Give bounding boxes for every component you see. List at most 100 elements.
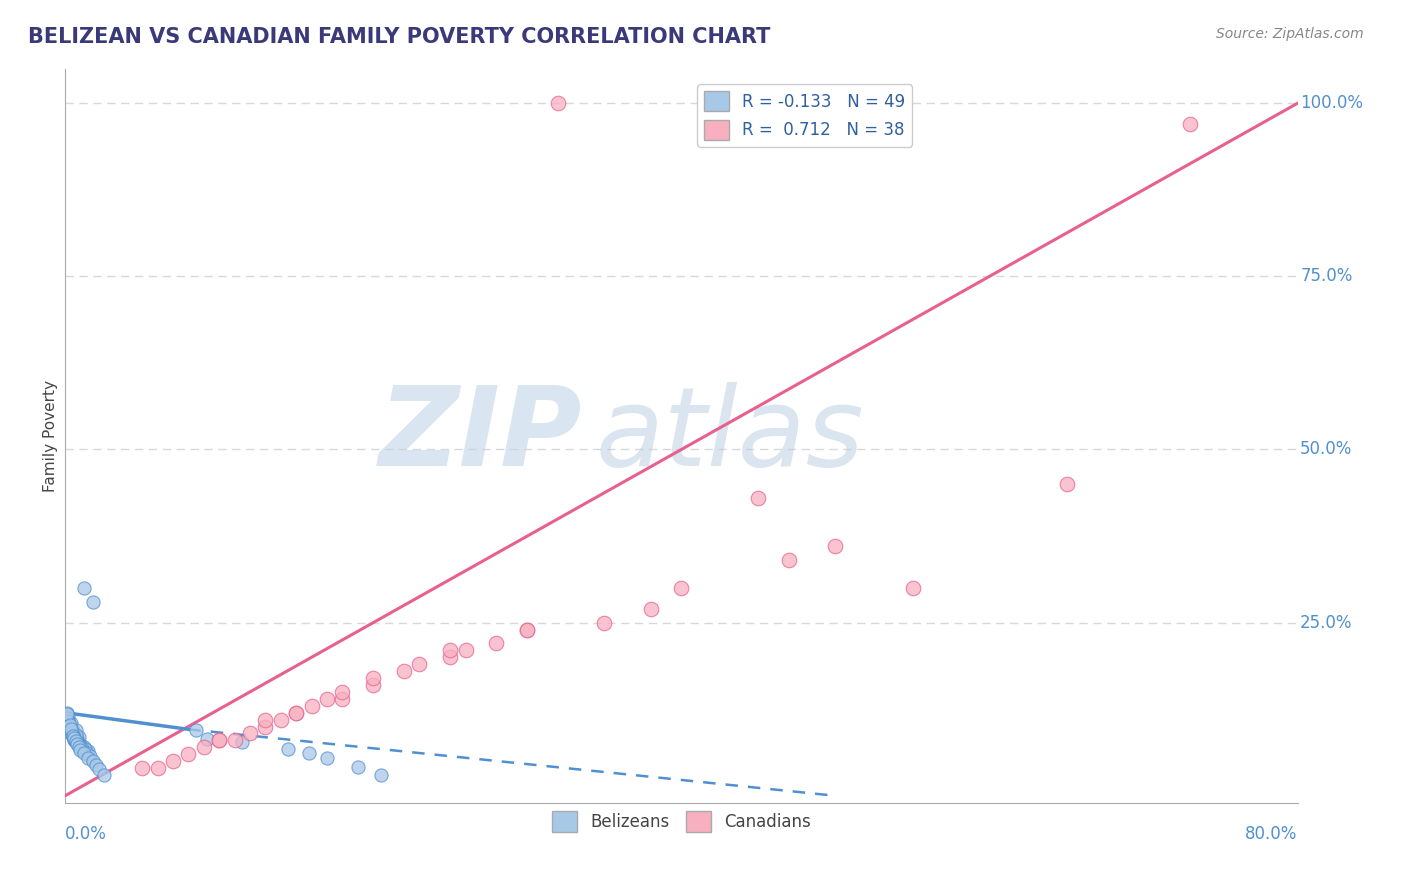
Point <box>59 721 82 735</box>
Text: 80.0%: 80.0% <box>1246 825 1298 843</box>
Point <box>62 726 84 740</box>
Point <box>59 719 82 733</box>
Point <box>640 601 662 615</box>
Point <box>59 726 82 740</box>
Point <box>184 723 207 737</box>
Point <box>79 748 101 763</box>
Point <box>66 737 89 751</box>
Point <box>485 636 508 650</box>
Point <box>231 735 253 749</box>
Point <box>332 691 354 706</box>
Point <box>454 643 477 657</box>
Y-axis label: Family Poverty: Family Poverty <box>44 380 58 491</box>
Point <box>195 731 218 746</box>
Point <box>361 678 384 692</box>
Point <box>76 746 98 760</box>
Text: 0.0%: 0.0% <box>65 825 107 843</box>
Point <box>146 761 169 775</box>
Point <box>747 491 769 505</box>
Point <box>84 757 107 772</box>
Point <box>82 754 104 768</box>
Point <box>332 685 354 699</box>
Point <box>370 768 392 782</box>
Point <box>63 731 86 746</box>
Point <box>60 723 83 737</box>
Point <box>56 709 79 723</box>
Point <box>1178 117 1201 131</box>
Point <box>55 711 77 725</box>
Point <box>346 760 368 774</box>
Point <box>60 716 83 731</box>
Point <box>392 664 415 678</box>
Point <box>67 730 90 744</box>
Point <box>65 723 87 737</box>
Point <box>60 722 83 736</box>
Point <box>56 713 79 727</box>
Point <box>516 623 538 637</box>
Point <box>316 691 339 706</box>
Point <box>285 706 308 720</box>
Point <box>62 729 84 743</box>
Point <box>270 713 292 727</box>
Point <box>439 643 461 657</box>
Text: 75.0%: 75.0% <box>1301 268 1353 285</box>
Point <box>208 733 231 747</box>
Point <box>63 730 86 744</box>
Point <box>55 707 77 722</box>
Point <box>593 615 616 630</box>
Point <box>65 735 87 749</box>
Point <box>316 750 339 764</box>
Point <box>162 754 184 768</box>
Point <box>671 581 693 595</box>
Text: BELIZEAN VS CANADIAN FAMILY POVERTY CORRELATION CHART: BELIZEAN VS CANADIAN FAMILY POVERTY CORR… <box>28 27 770 46</box>
Text: 25.0%: 25.0% <box>1301 614 1353 632</box>
Point <box>75 741 97 756</box>
Text: atlas: atlas <box>595 382 863 489</box>
Point <box>56 716 79 731</box>
Point <box>69 737 91 751</box>
Point <box>778 553 800 567</box>
Point <box>65 734 87 748</box>
Point <box>301 698 323 713</box>
Legend: Belizeans, Canadians: Belizeans, Canadians <box>546 805 818 838</box>
Point <box>63 731 86 746</box>
Point <box>69 739 91 753</box>
Point <box>285 706 308 720</box>
Point <box>62 728 84 742</box>
Text: 100.0%: 100.0% <box>1301 95 1364 112</box>
Point <box>177 747 200 762</box>
Point <box>62 723 84 737</box>
Point <box>239 726 262 740</box>
Point <box>72 740 94 755</box>
Point <box>193 740 215 755</box>
Point <box>254 713 277 727</box>
Point <box>67 738 90 752</box>
Text: ZIP: ZIP <box>380 382 582 489</box>
Point <box>516 623 538 637</box>
Point <box>67 740 90 755</box>
Point <box>55 719 77 733</box>
Point <box>208 733 231 747</box>
Point <box>82 595 104 609</box>
Point <box>69 743 91 757</box>
Point <box>60 725 83 739</box>
Point <box>131 761 153 775</box>
Point <box>87 763 110 777</box>
Point <box>72 581 94 595</box>
Point <box>63 733 86 747</box>
Point <box>824 540 846 554</box>
Point <box>55 706 77 720</box>
Point <box>56 714 79 728</box>
Point <box>439 650 461 665</box>
Point <box>1056 477 1078 491</box>
Point <box>59 718 82 732</box>
Point <box>277 741 299 756</box>
Point <box>297 746 319 760</box>
Point <box>72 746 94 760</box>
Point <box>361 671 384 685</box>
Point <box>66 733 89 747</box>
Point <box>547 96 569 111</box>
Point <box>65 728 87 742</box>
Point <box>901 581 924 595</box>
Point <box>224 733 246 747</box>
